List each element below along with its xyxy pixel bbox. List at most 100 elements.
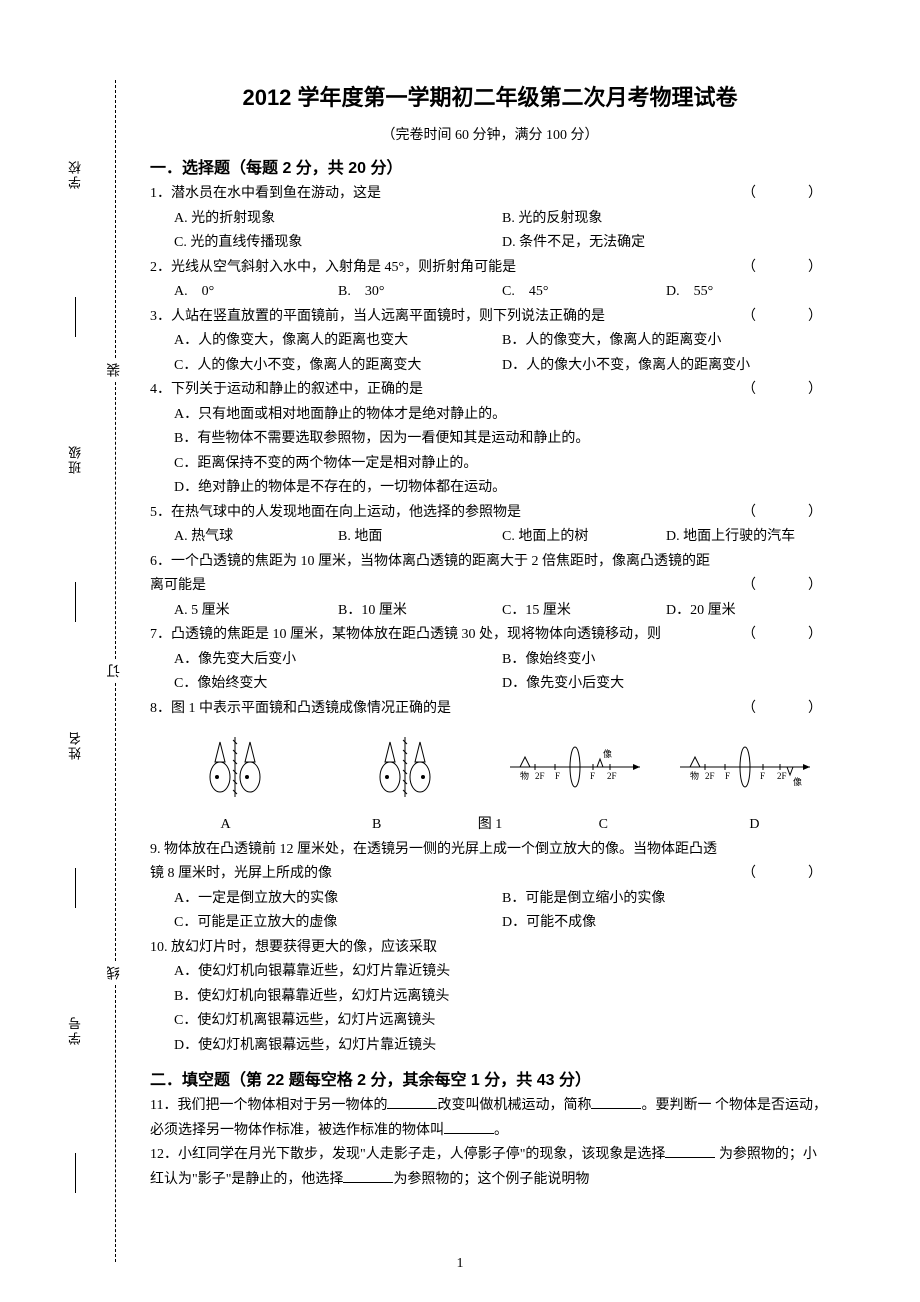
q3-opt-d: D．人的像大小不变，像离人的距离变小 <box>502 354 830 379</box>
q10-opt-c: C．使幻灯机离银幕远些，幻灯片远离镜头 <box>150 1009 830 1034</box>
q3-stem: 3．人站在竖直放置的平面镜前，当人远离平面镜时，则下列说法正确的是 <box>150 305 722 330</box>
question-1: 1．潜水员在水中看到鱼在游动，这是（ ） A. 光的折射现象 B. 光的反射现象… <box>150 182 830 256</box>
question-9: 9. 物体放在凸透镜前 12 厘米处，在透镜另一侧的光屏上成一个倒立放大的像。当… <box>150 838 830 936</box>
field-name: 姓名 <box>66 720 85 770</box>
q9-stem-1: 9. 物体放在凸透镜前 12 厘米处，在透镜另一侧的光屏上成一个倒立放大的像。当… <box>150 838 830 863</box>
q11-text-a: 11．我们把一个物体相对于另一物体的 <box>150 1098 387 1113</box>
svg-text:物: 物 <box>520 770 529 781</box>
svg-text:F: F <box>760 771 765 781</box>
fig-label-d: D <box>679 813 830 838</box>
question-3: 3．人站在竖直放置的平面镜前，当人远离平面镜时，则下列说法正确的是（ ） A．人… <box>150 305 830 379</box>
figure-b <box>320 732 490 802</box>
page-number: 1 <box>0 1256 920 1272</box>
q10-opt-d: D．使幻灯机离银幕远些，幻灯片靠近镜头 <box>150 1034 830 1059</box>
question-11: 11．我们把一个物体相对于另一物体的改变叫做机械运动，简称。要判断一 个物体是否… <box>150 1094 830 1143</box>
q11-text-e: 。 <box>494 1123 508 1138</box>
section-1-header: 一．选择题（每题 2 分，共 20 分） <box>150 154 830 178</box>
blank <box>444 1120 494 1134</box>
binding-fields: 学校 班级 姓名 学号 <box>60 100 90 1242</box>
q2-opt-d: D. 55° <box>666 280 830 305</box>
svg-text:2F: 2F <box>607 771 617 781</box>
answer-paren: （ ） <box>742 378 830 403</box>
q12-text-a: 12．小红同学在月光下散步，发现"人走影子走，人停影子停"的现象，该现象是选择 <box>150 1147 665 1162</box>
blank <box>387 1095 437 1109</box>
q5-opt-a: A. 热气球 <box>174 525 338 550</box>
fig-label-b: B <box>301 813 452 838</box>
q1-opt-c: C. 光的直线传播现象 <box>174 231 502 256</box>
q4-opt-c: C．距离保持不变的两个物体一定是相对静止的。 <box>150 452 830 477</box>
q3-opt-b: B．人的像变大，像离人的距离变小 <box>502 329 830 354</box>
q6-opt-d: D．20 厘米 <box>666 599 830 624</box>
svg-text:F: F <box>555 771 560 781</box>
q7-opt-d: D．像先变小后变大 <box>502 672 830 697</box>
answer-paren: （ ） <box>742 574 830 599</box>
q3-opt-a: A．人的像变大，像离人的距离也变大 <box>174 329 502 354</box>
binding-zhuang: 装 <box>105 358 125 382</box>
q11-text-b: 改变叫做机械运动，简称 <box>437 1098 591 1113</box>
q5-opt-c: C. 地面上的树 <box>502 525 666 550</box>
q6-opt-c: C．15 厘米 <box>502 599 666 624</box>
field-school: 学校 <box>66 149 85 199</box>
fig-label-a: A <box>150 813 301 838</box>
question-7: 7．凸透镜的焦距是 10 厘米，某物体放在距凸透镜 30 处，现将物体向透镜移动… <box>150 623 830 697</box>
svg-text:F: F <box>725 771 730 781</box>
blank <box>343 1169 393 1183</box>
q1-opt-a: A. 光的折射现象 <box>174 207 502 232</box>
svg-text:物: 物 <box>690 770 699 781</box>
q4-stem: 4．下列关于运动和静止的叙述中，正确的是 <box>150 378 722 403</box>
svg-text:像: 像 <box>603 748 612 759</box>
fig-label-c: C <box>528 813 679 838</box>
exam-title: 2012 学年度第一学期初二年级第二次月考物理试卷 <box>150 80 830 112</box>
question-4: 4．下列关于运动和静止的叙述中，正确的是 （ ） A．只有地面或相对地面静止的物体… <box>150 378 830 501</box>
q1-stem: 1．潜水员在水中看到鱼在游动，这是 <box>150 182 722 207</box>
q2-opt-c: C. 45° <box>502 280 666 305</box>
figure-c: 物 2F F F 2F 像 <box>490 737 660 797</box>
svg-text:像: 像 <box>793 776 802 787</box>
field-class: 班级 <box>66 434 85 484</box>
answer-paren: （ ） <box>742 862 830 887</box>
blank <box>591 1095 641 1109</box>
q6-stem-1: 6．一个凸透镜的焦距为 10 厘米，当物体离凸透镜的距离大于 2 倍焦距时，像离… <box>150 550 830 575</box>
q2-opt-a: A. 0° <box>174 280 338 305</box>
q5-stem: 5．在热气球中的人发现地面在向上运动，他选择的参照物是 <box>150 501 722 526</box>
fig-caption: 图 1 <box>452 813 528 838</box>
answer-paren: （ ） <box>742 501 830 526</box>
field-id: 学号 <box>66 1005 85 1055</box>
q9-opt-b: B．可能是倒立缩小的实像 <box>502 887 830 912</box>
q4-opt-a: A．只有地面或相对地面静止的物体才是绝对静止的。 <box>150 403 830 428</box>
q4-opt-d: D．绝对静止的物体是不存在的，一切物体都在运动。 <box>150 476 830 501</box>
q2-stem: 2．光线从空气斜射入水中，入射角是 45°，则折射角可能是 <box>150 256 722 281</box>
q8-stem: 8．图 1 中表示平面镜和凸透镜成像情况正确的是 <box>150 697 722 722</box>
q4-opt-b: B．有些物体不需要选取参照物，因为一看便知其是运动和静止的。 <box>150 427 830 452</box>
blank <box>665 1144 715 1158</box>
q10-opt-a: A．使幻灯机向银幕靠近些，幻灯片靠近镜头 <box>150 960 830 985</box>
question-6: 6．一个凸透镜的焦距为 10 厘米，当物体离凸透镜的距离大于 2 倍焦距时，像离… <box>150 550 830 624</box>
question-10: 10. 放幻灯片时，想要获得更大的像，应该采取 A．使幻灯机向银幕靠近些，幻灯片… <box>150 936 830 1059</box>
svg-text:F: F <box>590 771 595 781</box>
q10-opt-b: B．使幻灯机向银幕靠近些，幻灯片远离镜头 <box>150 985 830 1010</box>
q6-opt-a: A. 5 厘米 <box>174 599 338 624</box>
q2-opt-b: B. 30° <box>338 280 502 305</box>
question-12: 12．小红同学在月光下散步，发现"人走影子走，人停影子停"的现象，该现象是选择 … <box>150 1143 830 1192</box>
svg-text:2F: 2F <box>535 771 545 781</box>
answer-paren: （ ） <box>742 182 830 207</box>
binding-margin: 装 订 线 <box>95 80 135 1262</box>
q7-opt-b: B．像始终变小 <box>502 648 830 673</box>
question-2: 2．光线从空气斜射入水中，入射角是 45°，则折射角可能是 （ ） A. 0° B… <box>150 256 830 305</box>
q5-opt-b: B. 地面 <box>338 525 502 550</box>
figure-labels: A B 图 1 C D <box>150 813 830 838</box>
q7-stem: 7．凸透镜的焦距是 10 厘米，某物体放在距凸透镜 30 处，现将物体向透镜移动… <box>150 623 722 648</box>
svg-text:2F: 2F <box>705 771 715 781</box>
binding-ding: 订 <box>105 659 125 683</box>
q5-opt-d: D. 地面上行驶的汽车 <box>666 525 830 550</box>
section-2-header: 二．填空题（第 22 题每空格 2 分，其余每空 1 分，共 43 分） <box>150 1066 830 1090</box>
q9-opt-d: D．可能不成像 <box>502 911 830 936</box>
q9-stem-2: 镜 8 厘米时，光屏上所成的像 <box>150 862 722 887</box>
figure-a <box>150 732 320 802</box>
figure-d: 物2FFF2F像 <box>660 737 830 797</box>
answer-paren: （ ） <box>742 256 830 281</box>
q6-stem-2: 离可能是 <box>150 574 722 599</box>
q1-opt-d: D. 条件不足，无法确定 <box>502 231 830 256</box>
q12-text-c: 为参照物的；这个例子能说明物 <box>393 1172 589 1187</box>
q3-opt-c: C．人的像大小不变，像离人的距离变大 <box>174 354 502 379</box>
